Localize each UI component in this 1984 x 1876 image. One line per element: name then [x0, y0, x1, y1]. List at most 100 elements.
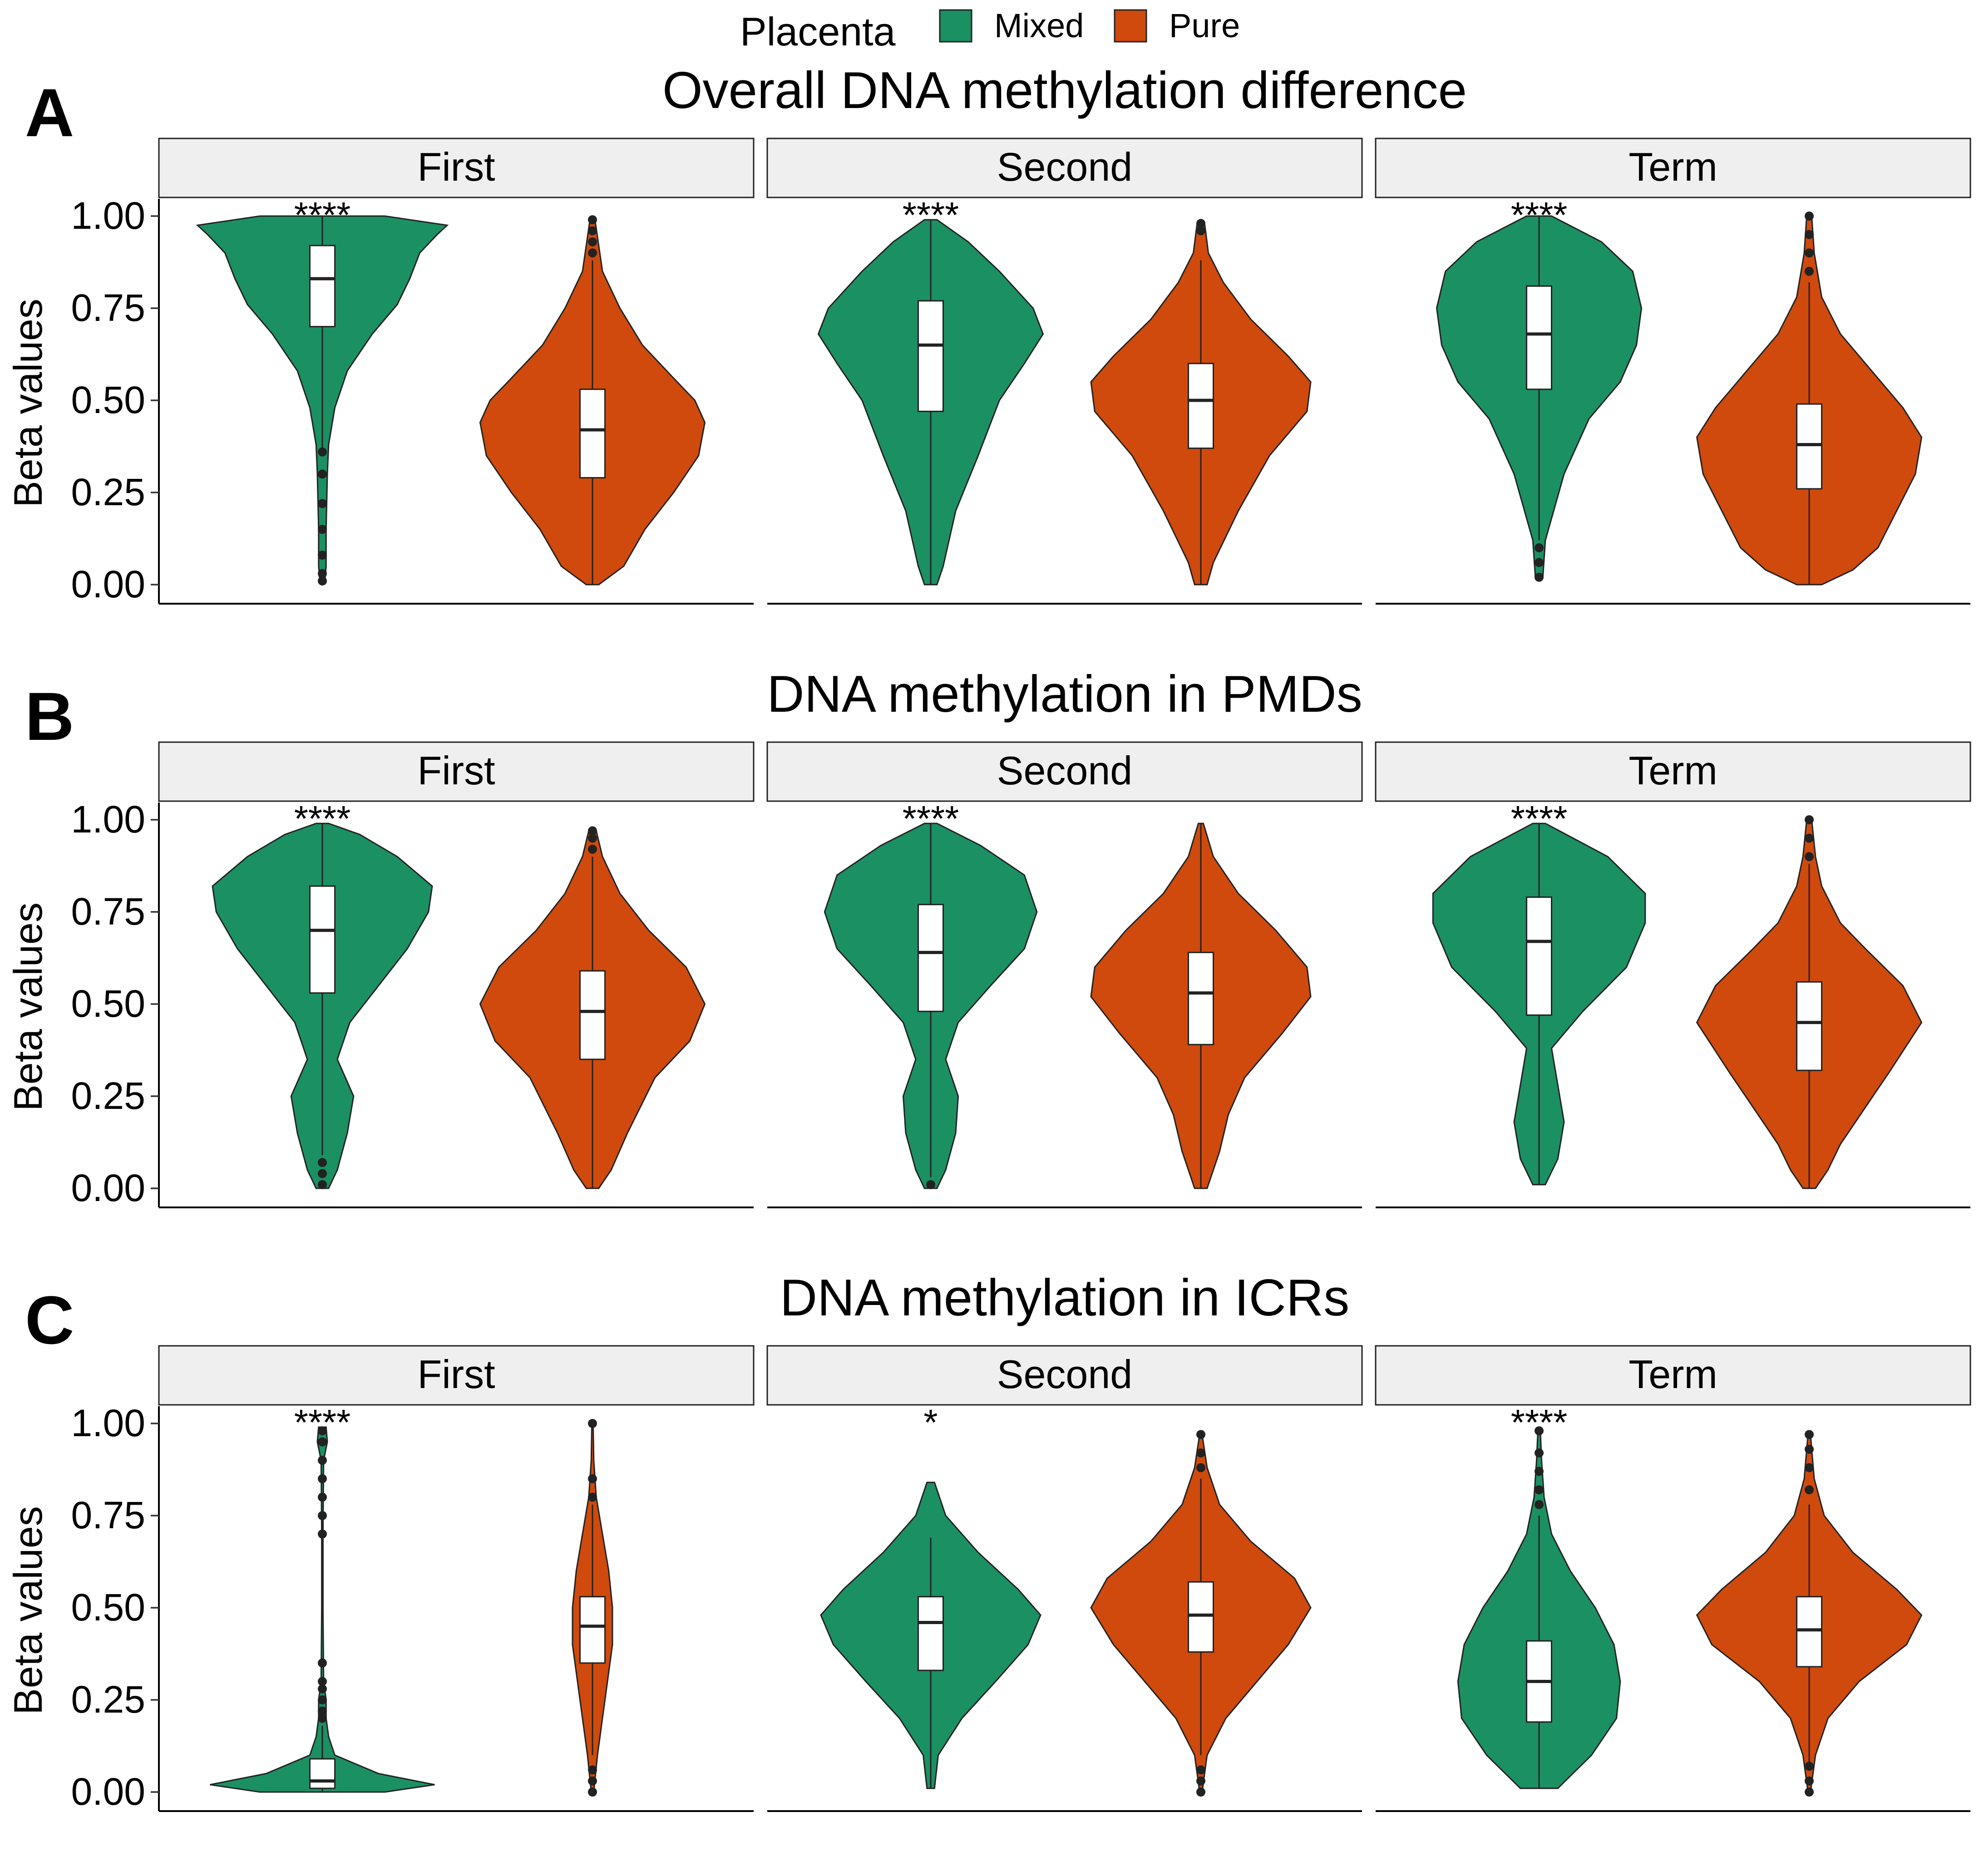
- outlier-point: [1196, 1776, 1205, 1786]
- box: [309, 1758, 336, 1789]
- outlier-point: [1805, 230, 1814, 239]
- facet-term: Term ****: [1375, 138, 1971, 605]
- violin-group-pure: [1696, 1430, 1923, 1797]
- outlier-point: [318, 1529, 327, 1539]
- outlier-point: [1805, 833, 1814, 843]
- violin-group-mixed: [212, 822, 433, 1189]
- box: [1188, 951, 1214, 1045]
- outlier-point: [1805, 248, 1814, 258]
- facet-first: First ****: [158, 741, 755, 1208]
- outlier-point: [1805, 212, 1814, 221]
- y-tick-label: 0.50: [71, 379, 146, 421]
- violin-group-mixed: [820, 1482, 1041, 1789]
- box: [918, 1596, 944, 1671]
- outlier-point: [588, 1776, 597, 1786]
- facet-strip-label: First: [417, 1352, 495, 1397]
- y-axis-label: Beta values: [5, 299, 50, 507]
- facet-term: Term ****: [1375, 741, 1971, 1208]
- violin-group-pure: [479, 215, 706, 586]
- significance-label: ****: [1511, 798, 1568, 839]
- facet-strip-label: First: [417, 748, 495, 793]
- panel-title: DNA methylation in ICRs: [780, 1269, 1349, 1327]
- box: [1188, 363, 1214, 449]
- outlier-point: [588, 1492, 597, 1502]
- y-tick-label: 0.50: [71, 1586, 146, 1629]
- facet-second: Second *: [766, 1345, 1363, 1812]
- legend-label-pure: Pure: [1169, 7, 1240, 44]
- outlier-point: [1805, 1776, 1814, 1786]
- panel-label: C: [25, 1282, 74, 1358]
- facet-second: Second ****: [766, 741, 1363, 1208]
- panels: A Overall DNA methylation difference Beta …: [5, 62, 1971, 1813]
- violin-group-mixed: [196, 215, 449, 586]
- outlier-point: [318, 1426, 327, 1436]
- violin-group-mixed: [1432, 822, 1646, 1186]
- significance-label: ****: [1511, 195, 1568, 235]
- facet-first: First ****: [158, 138, 755, 605]
- outlier-point: [318, 1658, 327, 1668]
- outlier-point: [318, 1492, 327, 1502]
- box: [1526, 285, 1552, 390]
- box: [918, 300, 944, 412]
- facet-strip-label: Second: [997, 1352, 1132, 1397]
- facet-strip: [766, 138, 1363, 198]
- outlier-point: [1535, 1467, 1544, 1476]
- violin-group-pure: [572, 1419, 613, 1797]
- outlier-point: [318, 447, 327, 457]
- panel-label: A: [25, 74, 74, 151]
- significance-label: ****: [294, 195, 351, 235]
- facet-strip: [1375, 1345, 1971, 1406]
- y-tick-label: 0.25: [71, 471, 146, 513]
- outlier-point: [1196, 226, 1205, 236]
- facet-strip: [158, 1345, 755, 1406]
- outlier-point: [318, 1474, 327, 1483]
- outlier-point: [1196, 1765, 1205, 1775]
- panel-b: B DNA methylation in PMDs Beta values 0.00 0…: [5, 665, 1971, 1209]
- outlier-point: [588, 1419, 597, 1428]
- y-tick-label: 0.75: [71, 1494, 146, 1536]
- significance-label: *: [923, 1402, 938, 1443]
- outlier-point: [1805, 1485, 1814, 1495]
- outlier-point: [588, 1765, 597, 1775]
- y-tick-label: 1.00: [71, 194, 146, 237]
- box: [1526, 896, 1552, 1016]
- outlier-point: [318, 1677, 327, 1686]
- outlier-point: [1805, 815, 1814, 824]
- outlier-point: [1535, 572, 1544, 582]
- legend-key-pure: [1114, 9, 1147, 43]
- outlier-point: [1535, 1485, 1544, 1495]
- y-tick-label: 0.50: [71, 982, 146, 1025]
- panel-label: B: [25, 678, 74, 754]
- box: [579, 389, 606, 479]
- legend: Placenta Mixed Pure: [740, 7, 1240, 54]
- outlier-point: [318, 1511, 327, 1520]
- box: [1796, 981, 1822, 1071]
- violin-group-mixed: [1457, 1426, 1621, 1789]
- outlier-point: [1805, 266, 1814, 276]
- violin-group-pure: [479, 826, 706, 1189]
- violin-mixed: [210, 1426, 435, 1793]
- outlier-point: [588, 226, 597, 236]
- outlier-point: [318, 1456, 327, 1465]
- outlier-point: [1535, 543, 1544, 552]
- box: [309, 245, 336, 328]
- facet-strip-label: First: [417, 144, 495, 189]
- outlier-point: [588, 1474, 597, 1483]
- legend-key-mixed: [939, 9, 972, 43]
- violin-group-mixed: [824, 822, 1038, 1189]
- outlier-point: [1805, 1463, 1814, 1472]
- y-tick-label: 0.75: [71, 286, 146, 329]
- outlier-point: [1805, 1444, 1814, 1454]
- violin-group-mixed: [210, 1426, 435, 1793]
- outlier-point: [1196, 219, 1205, 228]
- facet-strip: [158, 138, 755, 198]
- outlier-point: [588, 833, 597, 843]
- panel-c: C DNA methylation in ICRs Beta values 0.00 0…: [5, 1269, 1971, 1813]
- y-axis-label: Beta values: [5, 902, 50, 1111]
- facet-second: Second ****: [766, 138, 1363, 605]
- outlier-point: [1535, 1426, 1544, 1436]
- facet-strip: [766, 741, 1363, 802]
- y-tick-label: 1.00: [71, 798, 146, 841]
- violin-group-pure: [1696, 212, 1923, 586]
